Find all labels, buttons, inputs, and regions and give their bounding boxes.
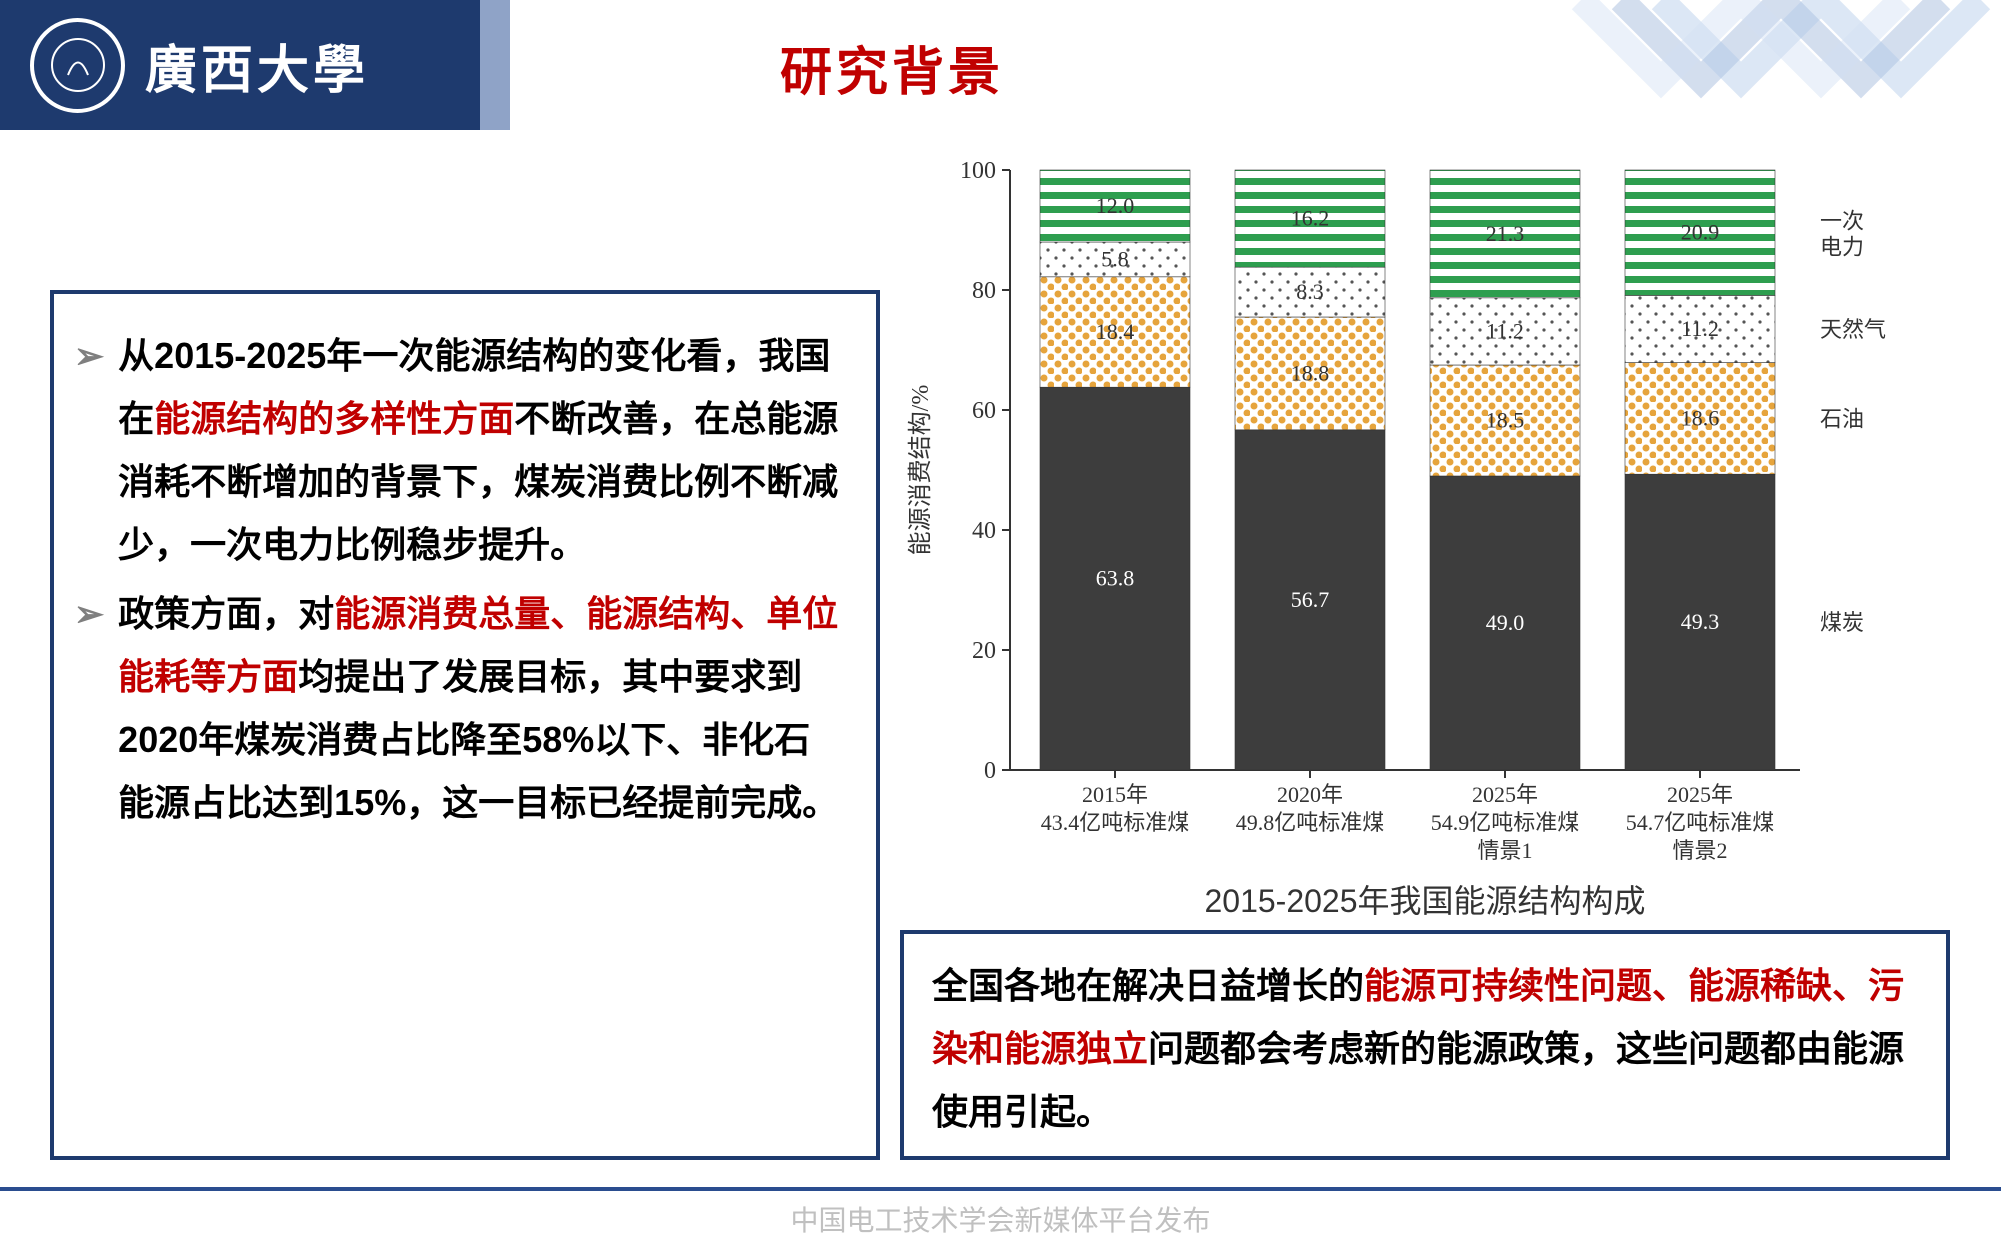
svg-text:电力: 电力	[1820, 235, 1864, 260]
svg-text:49.0: 49.0	[1486, 610, 1525, 635]
svg-text:2025年: 2025年	[1667, 782, 1733, 807]
svg-text:54.9亿吨标准煤: 54.9亿吨标准煤	[1431, 810, 1580, 835]
svg-text:63.8: 63.8	[1096, 566, 1135, 591]
header-accent-bar: 廣西大學	[0, 0, 480, 130]
svg-text:情景2: 情景2	[1672, 838, 1727, 863]
svg-text:5.8: 5.8	[1101, 246, 1129, 271]
svg-text:49.3: 49.3	[1681, 609, 1720, 634]
bottom-divider	[0, 1187, 2001, 1191]
header-accent-light	[480, 0, 510, 130]
bullet-arrow-icon: ➢	[74, 582, 104, 645]
svg-text:16.2: 16.2	[1291, 206, 1330, 231]
right-text-panel: 全国各地在解决日益增长的能源可持续性问题、能源稀缺、污染和能源独立问题都会考虑新…	[900, 930, 1950, 1160]
svg-text:11.2: 11.2	[1681, 316, 1719, 341]
svg-text:12.0: 12.0	[1096, 193, 1135, 218]
slide-title: 研究背景	[780, 30, 1004, 105]
svg-text:18.4: 18.4	[1096, 319, 1135, 344]
bullet-text: 从2015-2025年一次能源结构的变化看，我国在能源结构的多样性方面不断改善，…	[118, 324, 846, 576]
footer-text: 中国电工技术学会新媒体平台发布	[0, 1199, 2001, 1239]
bullet-item: ➢政策方面，对能源消费总量、能源结构、单位能耗等方面均提出了发展目标，其中要求到…	[74, 582, 846, 834]
university-name: 廣西大學	[145, 28, 369, 103]
svg-text:石油: 石油	[1820, 406, 1864, 431]
left-text-panel: ➢从2015-2025年一次能源结构的变化看，我国在能源结构的多样性方面不断改善…	[50, 290, 880, 1160]
chart-caption: 2015-2025年我国能源结构构成	[900, 876, 1950, 922]
svg-text:20.9: 20.9	[1681, 220, 1720, 245]
slide-header: 廣西大學 研究背景	[0, 0, 2001, 130]
svg-text:2015年: 2015年	[1082, 782, 1148, 807]
svg-text:天然气: 天然气	[1820, 317, 1886, 342]
university-logo	[30, 18, 125, 113]
svg-text:40: 40	[972, 518, 996, 544]
svg-text:18.6: 18.6	[1681, 405, 1720, 430]
svg-text:100: 100	[960, 158, 996, 184]
svg-text:49.8亿吨标准煤: 49.8亿吨标准煤	[1236, 810, 1385, 835]
svg-text:18.8: 18.8	[1291, 360, 1330, 385]
bullet-arrow-icon: ➢	[74, 324, 104, 387]
svg-text:80: 80	[972, 278, 996, 304]
svg-text:43.4亿吨标准煤: 43.4亿吨标准煤	[1041, 810, 1190, 835]
svg-text:18.5: 18.5	[1486, 408, 1525, 433]
svg-text:56.7: 56.7	[1291, 587, 1330, 612]
svg-text:60: 60	[972, 398, 996, 424]
svg-text:11.2: 11.2	[1486, 318, 1524, 343]
energy-structure-chart: 0 20 40 60 80 100 能源消费结构/% 63.8 18.4 5.8 12.0 2015年…	[900, 150, 1950, 890]
svg-text:8.3: 8.3	[1296, 279, 1324, 304]
svg-text:煤炭: 煤炭	[1820, 610, 1864, 635]
svg-text:一次: 一次	[1820, 209, 1864, 234]
svg-text:20: 20	[972, 638, 996, 664]
svg-text:2025年: 2025年	[1472, 782, 1538, 807]
svg-text:情景1: 情景1	[1477, 838, 1532, 863]
svg-text:2020年: 2020年	[1277, 782, 1343, 807]
svg-text:54.7亿吨标准煤: 54.7亿吨标准煤	[1626, 810, 1775, 835]
bullet-item: ➢从2015-2025年一次能源结构的变化看，我国在能源结构的多样性方面不断改善…	[74, 324, 846, 576]
svg-text:21.3: 21.3	[1486, 221, 1525, 246]
svg-text:能源消费结构/%: 能源消费结构/%	[907, 385, 934, 556]
corner-decoration	[1521, 0, 2001, 160]
svg-text:0: 0	[984, 758, 996, 784]
bullet-text: 政策方面，对能源消费总量、能源结构、单位能耗等方面均提出了发展目标，其中要求到2…	[118, 582, 846, 834]
chart-area: 0 20 40 60 80 100 能源消费结构/% 63.8 18.4 5.8 12.0 2015年…	[900, 150, 1950, 920]
